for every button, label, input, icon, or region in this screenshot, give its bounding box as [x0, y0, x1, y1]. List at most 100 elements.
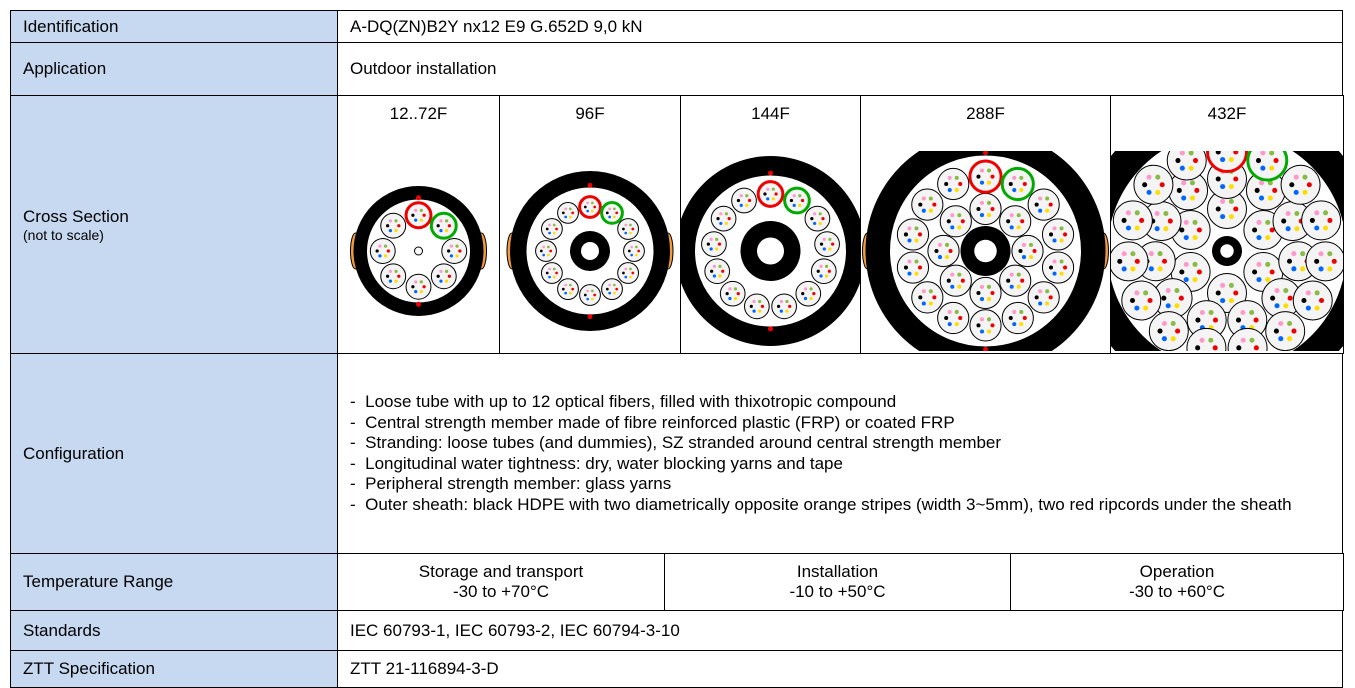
fiber: [1274, 288, 1279, 293]
fiber: [1038, 301, 1042, 305]
fiber: [548, 224, 551, 227]
fiber: [1249, 338, 1254, 343]
fiber: [1236, 318, 1241, 323]
fiber: [957, 213, 961, 217]
fiber: [397, 275, 400, 278]
fiber: [1270, 296, 1275, 301]
fiber: [613, 292, 616, 295]
fiber: [548, 268, 551, 271]
config-item: Outer sheath: black HDPE with two diamet…: [350, 495, 1292, 516]
fiber: [1197, 227, 1202, 232]
row-value: A-DQ(ZN)B2Y nx12 E9 G.652D 9,0 kN: [337, 10, 1343, 43]
fiber: [987, 317, 991, 321]
loose-tube: [1000, 265, 1031, 296]
fiber: [1287, 321, 1292, 326]
fiber: [1181, 195, 1186, 200]
fiber: [1274, 303, 1279, 308]
loose-tube: [772, 294, 797, 319]
fiber: [1017, 273, 1021, 277]
fiber: [1166, 288, 1171, 293]
loose-tube: [536, 241, 557, 262]
fiber: [1287, 336, 1292, 341]
ripcord: [768, 326, 773, 331]
fiber: [1252, 227, 1257, 232]
csm: [415, 247, 423, 255]
temperature-range: -10 to +50°C: [789, 582, 885, 602]
fiber: [1229, 214, 1234, 219]
fiber: [635, 254, 638, 257]
fiber: [564, 292, 567, 295]
fiber: [1160, 182, 1165, 187]
row-label: Application: [10, 42, 338, 96]
cable-drawing: [500, 151, 680, 351]
fiber: [1019, 310, 1023, 314]
fiber: [606, 212, 609, 215]
fiber: [420, 218, 423, 221]
ripcord: [588, 183, 593, 188]
fiber: [1220, 283, 1225, 288]
fiber: [809, 297, 812, 300]
fiber: [1134, 306, 1139, 311]
fiber: [1045, 289, 1049, 293]
fiber: [458, 249, 461, 252]
fiber: [1278, 321, 1283, 326]
fiber: [622, 228, 625, 231]
fiber: [1045, 209, 1049, 213]
fiber: [548, 276, 551, 279]
fiber: [947, 279, 951, 283]
fiber: [1143, 290, 1148, 295]
fiber: [376, 249, 379, 252]
fiber: [1063, 266, 1067, 270]
fiber: [707, 243, 710, 246]
fiber: [718, 265, 721, 268]
fiber: [1294, 226, 1299, 231]
fiber: [1052, 226, 1056, 230]
fiber: [631, 272, 634, 275]
fiber: [1147, 190, 1152, 195]
fiber: [766, 197, 769, 200]
fiber: [630, 254, 633, 257]
fiber: [629, 224, 632, 227]
fiber: [1300, 251, 1305, 256]
fiber: [1265, 235, 1270, 240]
fiber: [1162, 321, 1167, 326]
fiber: [948, 249, 952, 253]
fiber: [907, 259, 911, 263]
fiber: [1126, 225, 1131, 230]
loose-tube: [1002, 168, 1033, 199]
fiber: [710, 247, 713, 250]
loose-tube: [1002, 302, 1033, 333]
loose-tube: [970, 161, 1001, 192]
fiber: [622, 272, 625, 275]
fiber: [1310, 218, 1315, 223]
fiber: [447, 249, 450, 252]
fiber: [1220, 214, 1225, 219]
fiber: [1229, 157, 1234, 162]
fiber: [630, 246, 633, 249]
fiber: [1256, 158, 1261, 163]
fiber: [389, 229, 392, 232]
fiber: [1233, 290, 1238, 295]
row-value: IEC 60793-1, IEC 60793-2, IEC 60794-3-10: [337, 610, 1343, 651]
fiber: [1319, 251, 1324, 256]
fiber: [1017, 225, 1021, 229]
loose-tube: [897, 252, 928, 283]
fiber: [948, 176, 952, 180]
fiber: [1017, 285, 1021, 289]
fiber: [569, 284, 572, 287]
fiber: [629, 268, 632, 271]
fiber: [571, 212, 574, 215]
fiber: [591, 298, 594, 301]
fiber: [1179, 296, 1184, 301]
fiber: [804, 297, 807, 300]
loose-tube: [406, 203, 431, 228]
fiber: [1256, 262, 1261, 267]
fiber: [635, 246, 638, 249]
fiber: [608, 284, 611, 287]
fiber: [569, 207, 572, 210]
fiber: [569, 292, 572, 295]
fiber: [1255, 188, 1260, 193]
fiber: [1006, 279, 1010, 283]
fiber: [542, 254, 545, 257]
fiber: [411, 214, 414, 217]
